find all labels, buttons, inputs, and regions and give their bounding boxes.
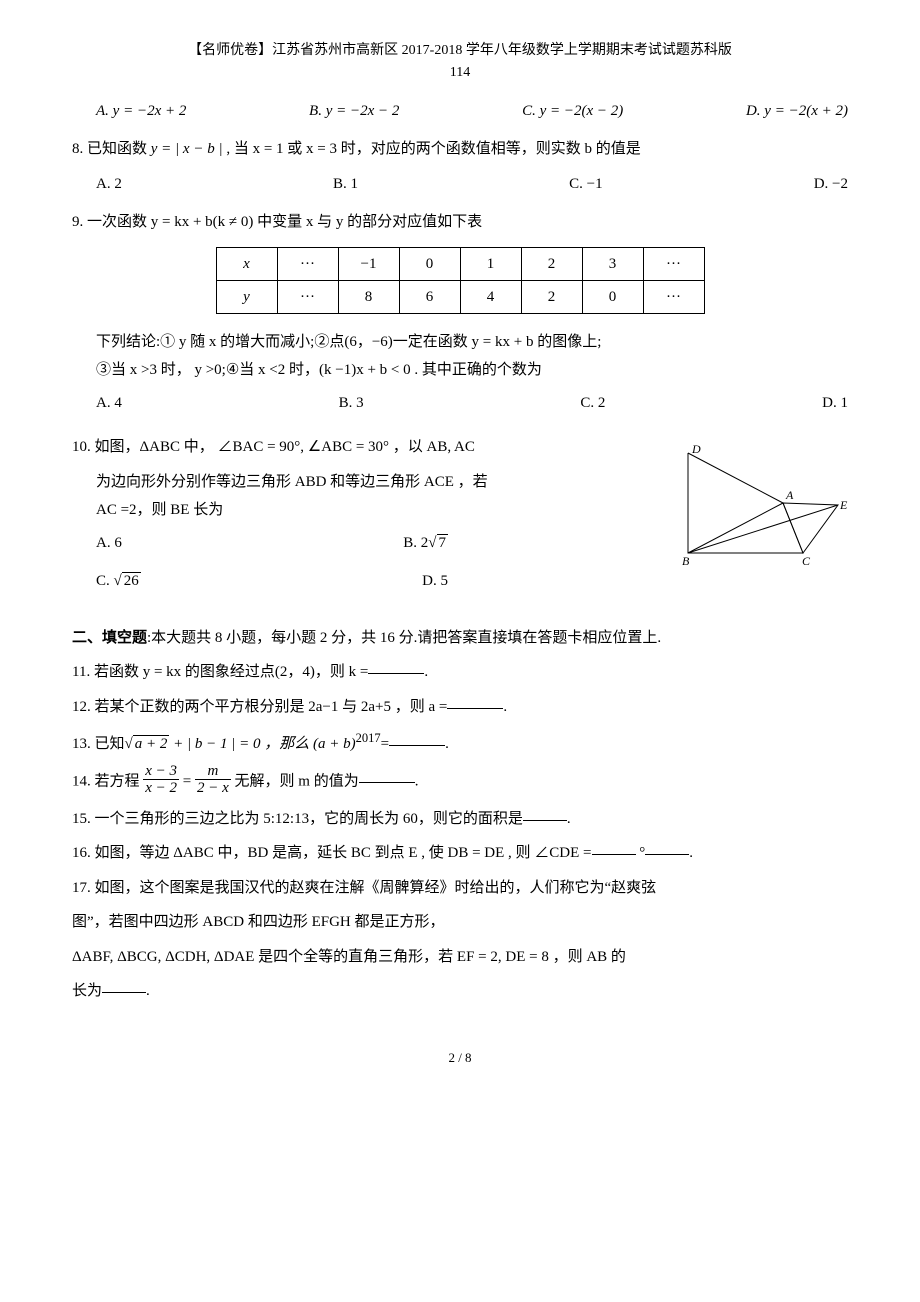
- q11: 11. 若函数 y = kx 的图象经过点(2，4)，则 k =.: [72, 658, 848, 687]
- q9-B: B. 3: [339, 389, 364, 418]
- blank: [645, 854, 689, 855]
- q17a: 17. 如图，这个图案是我国汉代的赵爽在注解《周髀算经》时给出的，人们称它为“赵…: [72, 874, 848, 903]
- q7-optA: A. y = −2x + 2: [96, 97, 186, 126]
- svg-text:D: D: [691, 443, 701, 456]
- q13: 13. 已知√a + 2 + | b − 1 | = 0 ，那么 (a + b)…: [72, 727, 848, 759]
- q10-stem1: 10. 如图，ΔABC 中， ∠BAC = 90°, ∠ABC = 30° ，以…: [72, 433, 668, 462]
- blank: [368, 673, 424, 674]
- q8-stem-after: , 当 x = 1 或 x = 3 时，对应的两个函数值相等，则实数 b 的值是: [223, 141, 641, 157]
- blank: [523, 820, 567, 821]
- blank: [389, 745, 445, 746]
- q8-expr: y = | x − b |: [151, 141, 223, 157]
- page-header: 【名师优卷】江苏省苏州市高新区 2017-2018 学年八年级数学上学期期末考试…: [72, 40, 848, 85]
- blank: [592, 854, 636, 855]
- q9-A: A. 4: [96, 389, 122, 418]
- header-line2: 114: [72, 62, 848, 84]
- q9-C: C. 2: [580, 389, 605, 418]
- q7-optB: B. y = −2x − 2: [309, 97, 399, 126]
- q8-C: C. −1: [569, 170, 602, 199]
- blank: [102, 992, 146, 993]
- q15: 15. 一个三角形的三边之比为 5:12:13，它的周长为 60，则它的面积是.: [72, 805, 848, 834]
- q17c: ΔABF, ΔBCG, ΔCDH, ΔDAE 是四个全等的直角三角形，若 EF …: [72, 943, 848, 972]
- q8-stem-before: 8. 已知函数: [72, 141, 151, 157]
- svg-text:B: B: [682, 554, 690, 568]
- q7-optD: D. y = −2(x + 2): [746, 97, 848, 126]
- q14: 14. 若方程 x − 3x − 2 = m2 − x 无解，则 m 的值为.: [72, 765, 848, 799]
- q9-concl1: 下列结论:① y 随 x 的增大而减小;②点(6，−6)一定在函数 y = kx…: [72, 328, 848, 357]
- header-line1: 【名师优卷】江苏省苏州市高新区 2017-2018 学年八年级数学上学期期末考试…: [72, 40, 848, 62]
- svg-text:A: A: [785, 488, 794, 502]
- q8-options: A. 2 B. 1 C. −1 D. −2: [72, 170, 848, 199]
- q12: 12. 若某个正数的两个平方根分别是 2a−1 与 2a+5 ，则 a =.: [72, 693, 848, 722]
- q8-A: A. 2: [96, 170, 122, 199]
- table-row: y ··· 8 6 4 2 0 ···: [216, 280, 704, 313]
- blank: [359, 782, 415, 783]
- q10-figure: D A E B C: [668, 427, 848, 584]
- q10-options-1: A. 6 B. 2√7: [72, 529, 668, 558]
- q8-B: B. 1: [333, 170, 358, 199]
- svg-text:E: E: [839, 498, 848, 512]
- q10-stem2: 为边向形外分别作等边三角形 ABD 和等边三角形 ACE ，若: [72, 468, 668, 497]
- q7-optC: C. y = −2(x − 2): [522, 97, 623, 126]
- q10-stem3: AC =2，则 BE 长为: [72, 496, 668, 525]
- q16: 16. 如图，等边 ΔABC 中，BD 是高，延长 BC 到点 E , 使 DB…: [72, 839, 848, 868]
- q9-stem: 9. 一次函数 y = kx + b(k ≠ 0) 中变量 x 与 y 的部分对…: [72, 208, 848, 237]
- section2: 二、填空题:本大题共 8 小题，每小题 2 分，共 16 分.请把答案直接填在答…: [72, 624, 848, 653]
- q7-options: A. y = −2x + 2 B. y = −2x − 2 C. y = −2(…: [72, 97, 848, 126]
- q10-A: A. 6: [96, 529, 122, 558]
- page-footer: 2 / 8: [72, 1046, 848, 1071]
- q9-D: D. 1: [822, 389, 848, 418]
- q17b: 图”，若图中四边形 ABCD 和四边形 EFGH 都是正方形，: [72, 908, 848, 937]
- q9-table: x ··· −1 0 1 2 3 ··· y ··· 8 6 4 2 0 ···: [216, 247, 705, 314]
- q10: 10. 如图，ΔABC 中， ∠BAC = 90°, ∠ABC = 30° ，以…: [72, 427, 848, 606]
- q9-concl2: ③当 x >3 时， y >0;④当 x <2 时，(k −1)x + b < …: [72, 356, 848, 385]
- q8-D: D. −2: [814, 170, 848, 199]
- q8: 8. 已知函数 y = | x − b | , 当 x = 1 或 x = 3 …: [72, 135, 848, 164]
- q10-options-2: C. √26 D. 5: [72, 567, 668, 596]
- svg-text:C: C: [802, 554, 811, 568]
- q10-C: C. √26: [96, 567, 141, 596]
- q10-B: B. 2√7: [403, 529, 448, 558]
- blank: [447, 708, 503, 709]
- q9-options: A. 4 B. 3 C. 2 D. 1: [72, 389, 848, 418]
- table-row: x ··· −1 0 1 2 3 ···: [216, 247, 704, 280]
- q17d: 长为.: [72, 977, 848, 1006]
- q10-D: D. 5: [422, 567, 448, 596]
